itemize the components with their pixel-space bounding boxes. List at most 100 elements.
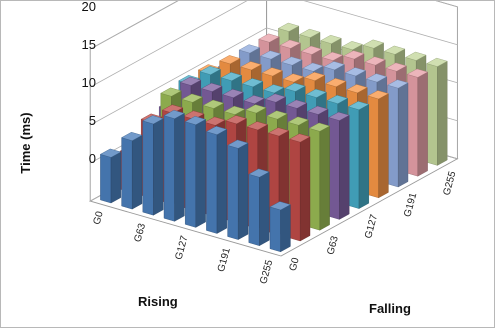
bar-face-top xyxy=(248,168,270,178)
bar-face-top xyxy=(285,99,308,109)
bar-face-top xyxy=(385,62,407,72)
y-tick-label: G255 xyxy=(442,170,459,197)
bar-face-top xyxy=(245,104,267,114)
bar-face-top xyxy=(320,34,342,44)
bar-face-top xyxy=(238,44,261,54)
bar xyxy=(308,122,331,231)
bar-face-top xyxy=(289,133,311,143)
y-axis-title: Falling xyxy=(369,301,411,316)
bar-face-top xyxy=(387,79,409,89)
bar-face-front-left xyxy=(142,120,154,216)
bar-face-top xyxy=(307,105,329,115)
bar xyxy=(347,101,370,209)
bar-face-front-right xyxy=(398,82,409,188)
bar-face-top xyxy=(284,82,306,92)
z-tick-label: 10 xyxy=(82,75,96,90)
bar-face-top xyxy=(362,39,385,49)
bar-face-front-right xyxy=(195,119,206,228)
bar-face-top xyxy=(302,62,324,72)
bar-face-front-right xyxy=(358,104,369,209)
y-tick-label: G63 xyxy=(325,235,341,257)
bar-face-top xyxy=(287,116,309,126)
gridline xyxy=(90,1,458,50)
bar-face-front-left xyxy=(163,115,175,222)
bar-face-top xyxy=(343,50,365,60)
bar-face-front-left xyxy=(121,137,133,210)
z-tick-label: 20 xyxy=(82,1,96,14)
y-tick-label: G127 xyxy=(363,213,380,240)
bar-face-top xyxy=(205,125,228,135)
bar-face-front-left xyxy=(289,138,301,242)
bar-face-top xyxy=(279,39,301,49)
bar-face-top xyxy=(99,148,122,158)
bar-face-top xyxy=(183,110,205,120)
bar-face-front-left xyxy=(407,74,418,177)
bar xyxy=(142,115,164,216)
bar-face-front-left xyxy=(387,84,399,188)
z-tick-label: 5 xyxy=(89,113,96,128)
bar-face-front-left xyxy=(367,95,379,199)
bar-face-front-left xyxy=(206,131,218,234)
bar-face-top xyxy=(184,116,207,126)
bar xyxy=(163,109,185,222)
bar xyxy=(367,90,389,199)
bar-face-top xyxy=(261,67,283,77)
x-tick-label: G255 xyxy=(258,258,275,285)
bar-face-top xyxy=(364,56,386,66)
bar-face-front-right xyxy=(378,93,389,199)
bar xyxy=(248,168,270,247)
bar xyxy=(387,79,409,188)
bar-face-front-left xyxy=(309,128,320,231)
bar-face-top xyxy=(305,88,327,98)
bar xyxy=(99,148,122,204)
x-axis-title: Rising xyxy=(138,294,178,309)
bar-face-top xyxy=(222,88,244,98)
bar-face-top xyxy=(161,104,184,114)
bar-face-front-right xyxy=(259,171,270,247)
bar-face-top xyxy=(300,45,323,55)
bar xyxy=(289,133,311,242)
bar-face-top xyxy=(426,57,448,67)
bar xyxy=(121,131,143,210)
bar-face-front-left xyxy=(426,63,438,166)
bar xyxy=(184,116,207,228)
bar xyxy=(406,68,429,177)
bar-face-top xyxy=(259,50,282,60)
z-axis-title: Time (ms) xyxy=(18,112,33,173)
bar-face-top xyxy=(326,94,349,104)
bar-face-top xyxy=(346,84,368,94)
bar-face-top xyxy=(201,82,223,92)
bar xyxy=(426,57,448,166)
chart-bars xyxy=(99,22,448,253)
bar-face-top xyxy=(240,61,262,71)
bar-face-front-right xyxy=(280,204,291,253)
bar-face-front-right xyxy=(300,136,311,242)
x-tick-label: G191 xyxy=(216,246,233,273)
bar-face-top xyxy=(406,68,429,78)
bar-face-top xyxy=(264,93,287,103)
bar-face-top xyxy=(199,65,221,75)
bar-face-top xyxy=(282,73,305,83)
bar-face-front-left xyxy=(269,206,281,253)
x-tick-label: G0 xyxy=(92,210,106,226)
y-tick-label: G0 xyxy=(288,256,302,272)
z-tick-label: 15 xyxy=(82,37,96,52)
bar-face-front-right xyxy=(131,134,143,210)
bar-face-front-right xyxy=(216,128,228,234)
bar-face-top xyxy=(219,55,241,65)
bar-face-top xyxy=(227,139,249,149)
bar-face-top xyxy=(266,110,288,120)
x-tick-label: G127 xyxy=(174,234,191,261)
bar-face-top xyxy=(204,116,226,126)
bar-face-top xyxy=(347,101,370,111)
bar-face-top xyxy=(142,115,164,125)
bar-face-front-right xyxy=(237,142,249,240)
bar-face-top xyxy=(383,45,406,55)
bar-face-front-right xyxy=(437,60,448,166)
bar xyxy=(328,111,350,220)
bar-face-top xyxy=(243,95,265,105)
bar-face-top xyxy=(341,41,363,51)
bar-face-front-right xyxy=(417,71,428,177)
bar-face-top xyxy=(405,51,427,61)
